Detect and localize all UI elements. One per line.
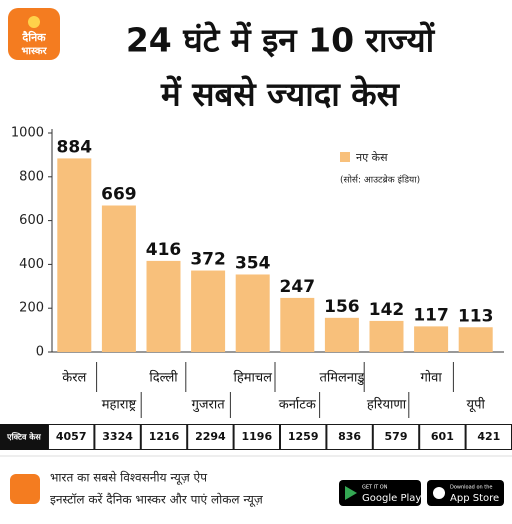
value-label: 354: [235, 253, 271, 273]
badge-small: GET IT ON: [362, 485, 388, 491]
table-cell: [49, 425, 94, 449]
value-label: 669: [101, 184, 137, 204]
table-cell: [466, 425, 511, 449]
bar: [101, 205, 136, 352]
table-cell: [373, 425, 419, 449]
chart-title: 24 घंटे में इन 10 राज्यों: [126, 21, 436, 60]
active-cases: 4057: [56, 430, 87, 443]
table-cell: [281, 425, 326, 449]
footer-line: भारत का सबसे विश्वसनीय न्यूज़ ऐप: [50, 471, 207, 486]
table-cell: [188, 425, 233, 449]
legend-label: नए केस: [356, 151, 388, 164]
value-label: 416: [146, 240, 182, 260]
play-icon: [345, 486, 357, 500]
badge-big: Google Play: [362, 493, 421, 504]
legend-swatch: [340, 152, 350, 162]
x-tick-label: हिमाचल: [233, 370, 272, 386]
value-label: 247: [280, 277, 316, 297]
active-cases: 1259: [288, 430, 319, 443]
active-cases: 1216: [149, 430, 180, 443]
google-play-badge[interactable]: [339, 480, 421, 506]
app-store-badge[interactable]: [427, 480, 504, 506]
bar: [369, 320, 404, 352]
apple-icon: [433, 487, 445, 499]
table-cell: [234, 425, 279, 449]
bar: [57, 158, 92, 352]
y-tick-label: 600: [19, 213, 44, 228]
x-tick-label: कर्नाटक: [279, 397, 317, 413]
y-tick-label: 0: [36, 345, 44, 360]
y-tick-label: 400: [19, 257, 44, 272]
bar: [280, 297, 315, 352]
active-cases: 2294: [195, 430, 226, 443]
value-label: 156: [324, 297, 360, 317]
x-tick-label: यूपी: [467, 397, 486, 413]
active-cases: 579: [385, 430, 408, 443]
table-label: एक्टिव केस: [6, 432, 41, 442]
x-tick-label: दिल्ली: [149, 370, 178, 386]
footer-logo: [10, 474, 40, 504]
table-cell: [95, 425, 140, 449]
bar: [191, 270, 226, 352]
badge-big: App Store: [450, 493, 499, 504]
y-tick-label: 200: [19, 301, 44, 316]
x-tick-label: गुजरात: [192, 398, 226, 413]
table-cell: [327, 425, 372, 449]
logo-text: भास्कर: [21, 46, 47, 57]
value-label: 117: [413, 305, 449, 325]
x-tick-label: केरल: [62, 370, 86, 386]
x-tick-label: हरियाणा: [367, 397, 407, 413]
logo-text: दैनिक: [21, 30, 46, 44]
logo-box: [8, 8, 60, 60]
bar: [414, 326, 449, 352]
active-cases: 836: [338, 430, 361, 443]
bar: [235, 274, 270, 352]
y-tick-label: 800: [19, 169, 44, 184]
bar: [324, 317, 359, 352]
x-tick-label: तमिलनाडु: [319, 370, 365, 386]
badge-small: Download on the: [450, 485, 492, 491]
table-cell: [420, 425, 465, 449]
table-cell: [141, 425, 187, 449]
value-label: 884: [57, 137, 93, 157]
table-label-cell: [0, 424, 48, 450]
y-tick-label: 1000: [11, 126, 44, 141]
value-label: 113: [458, 306, 494, 326]
active-cases: 3324: [102, 430, 133, 443]
footer-line: इनस्टॉल करें दैनिक भास्कर और पाएं लोकल न…: [50, 493, 264, 508]
active-cases: 1196: [241, 430, 272, 443]
chart-title: में सबसे ज्यादा केस: [160, 75, 401, 114]
active-cases: 421: [477, 430, 500, 443]
value-label: 142: [369, 300, 405, 320]
bar: [146, 260, 181, 352]
value-label: 372: [190, 250, 226, 270]
source: (सोर्स: आउटब्रेक इंडिया): [340, 174, 420, 186]
bar: [458, 327, 493, 352]
x-tick-label: गोवा: [420, 370, 442, 386]
x-tick-label: महाराष्ट्र: [102, 398, 137, 413]
active-cases: 601: [431, 430, 454, 443]
logo-sun: [28, 16, 40, 28]
